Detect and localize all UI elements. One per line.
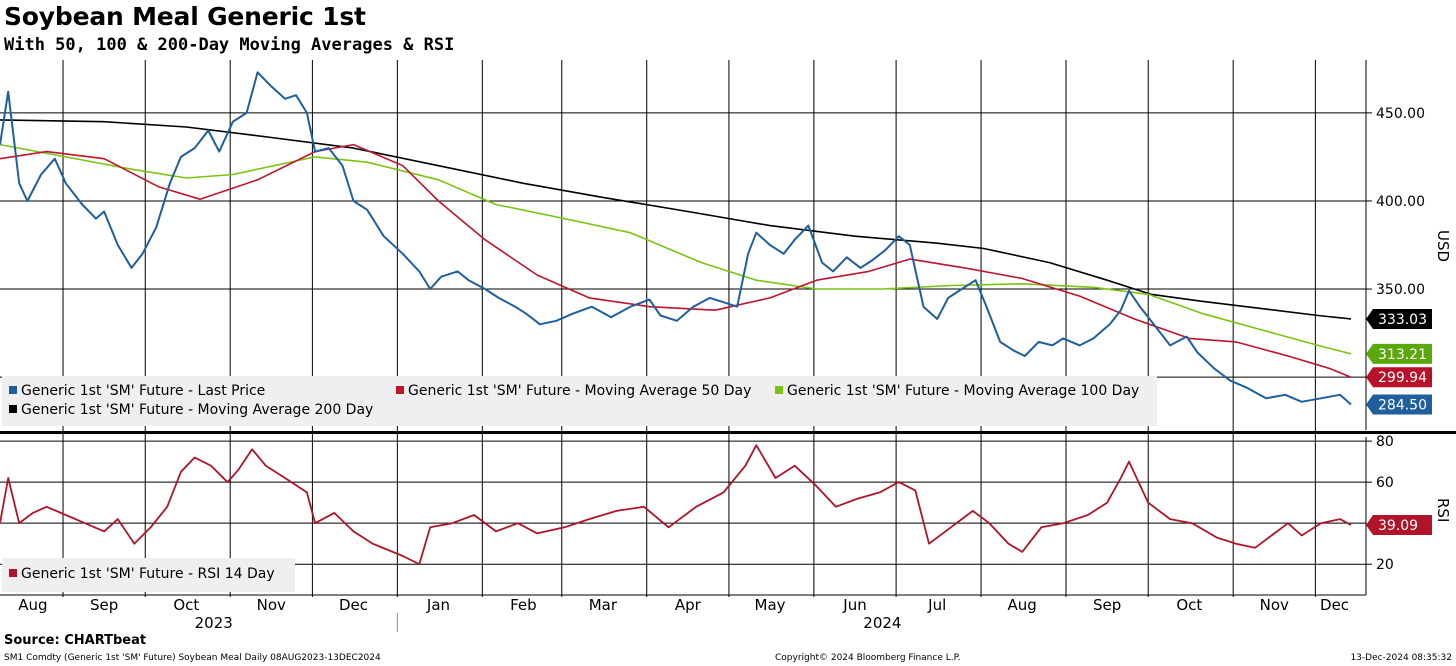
- panel-separator: [0, 431, 1456, 434]
- last-value-tag-last-price: 284.50: [1366, 394, 1432, 415]
- last-value-tag-last-price-text: 284.50: [1378, 397, 1427, 413]
- month-tick-label: Jan: [426, 596, 450, 614]
- legend-item-rsi: Generic 1st 'SM' Future - RSI 14 Day: [9, 566, 275, 582]
- legend-item-ma200: Generic 1st 'SM' Future - Moving Average…: [9, 402, 373, 418]
- price-tick-label: 450.00: [1376, 106, 1425, 122]
- month-tick-label: May: [755, 596, 786, 614]
- series-line-ma50: [0, 143, 1352, 378]
- legend-label-rsi: Generic 1st 'SM' Future - RSI 14 Day: [21, 566, 275, 582]
- month-tick-label: Jun: [842, 596, 866, 614]
- chart-subtitle: With 50, 100 & 200-Day Moving Averages &…: [4, 35, 455, 55]
- last-value-tag-last-price-bg: [1366, 394, 1432, 415]
- month-tick-label: Sep: [90, 596, 118, 614]
- month-tick-label: Mar: [589, 596, 618, 614]
- last-value-tag-ma200-text: 333.03: [1378, 312, 1427, 328]
- month-tick-label: Dec: [1320, 596, 1349, 614]
- last-value-tag-rsi-bg: [1366, 515, 1432, 536]
- last-value-tag-rsi: 39.09: [1366, 515, 1432, 536]
- legend-item-ma50: Generic 1st 'SM' Future - Moving Average…: [396, 383, 751, 399]
- price-axis-title: USD: [1434, 230, 1452, 262]
- rsi-tick-label: 80: [1376, 434, 1394, 450]
- last-value-tag-rsi-text: 39.09: [1378, 518, 1418, 534]
- legend-item-last-price: Generic 1st 'SM' Future - Last Price: [9, 383, 265, 399]
- month-tick-label: Oct: [173, 596, 199, 614]
- last-value-tag-ma200: 333.03: [1366, 308, 1432, 329]
- rsi-legend: Generic 1st 'SM' Future - RSI 14 Day: [2, 558, 295, 592]
- last-value-tag-ma100: 313.21: [1366, 343, 1432, 364]
- last-value-tag-ma50: 299.94: [1366, 367, 1432, 388]
- chart-title: Soybean Meal Generic 1st: [4, 2, 366, 31]
- month-tick-label: Aug: [18, 596, 47, 614]
- rsi-tick-label: 60: [1376, 475, 1394, 491]
- last-value-tag-ma100-bg: [1366, 343, 1432, 364]
- legend-swatch-last-price: [9, 386, 17, 394]
- month-tick-label: Dec: [339, 596, 368, 614]
- month-tick-label: Aug: [1008, 596, 1037, 614]
- month-tick-label: Jul: [927, 596, 946, 614]
- price-legend: Generic 1st 'SM' Future - Last Price Gen…: [2, 376, 1157, 426]
- footer-description: SM1 Comdty (Generic 1st 'SM' Future) Soy…: [4, 653, 381, 663]
- source-label: Source: CHARTbeat: [4, 633, 147, 648]
- month-tick-label: Feb: [510, 596, 537, 614]
- series-line-rsi: [0, 444, 1352, 566]
- year-tick-label: 2023: [195, 614, 233, 632]
- legend-label-last-price: Generic 1st 'SM' Future - Last Price: [21, 383, 266, 399]
- year-tick-label: 2024: [863, 614, 901, 632]
- rsi-tick-label: 20: [1376, 557, 1394, 573]
- last-value-tag-ma50-text: 299.94: [1378, 370, 1427, 386]
- month-tick-label: Oct: [1176, 596, 1202, 614]
- price-tick-label: 400.00: [1376, 194, 1425, 210]
- series-line-ma200: [0, 119, 1352, 320]
- legend-label-ma200: Generic 1st 'SM' Future - Moving Average…: [21, 402, 374, 418]
- series-line-last-price: [0, 71, 1352, 406]
- month-tick-label: Nov: [257, 596, 286, 614]
- rsi-axis-title: RSI: [1434, 498, 1452, 522]
- legend-swatch-ma100: [775, 386, 783, 394]
- month-tick-label: Nov: [1260, 596, 1289, 614]
- legend-item-ma100: Generic 1st 'SM' Future - Moving Average…: [775, 383, 1139, 399]
- footer-timestamp: 13-Dec-2024 08:35:32: [1350, 653, 1452, 663]
- last-value-tag-ma50-bg: [1366, 367, 1432, 388]
- month-tick-label: Apr: [675, 596, 702, 614]
- last-value-tag-ma200-bg: [1366, 308, 1432, 329]
- price-tick-label: 350.00: [1376, 282, 1425, 298]
- legend-label-ma100: Generic 1st 'SM' Future - Moving Average…: [787, 383, 1140, 399]
- footer-copyright: Copyright© 2024 Bloomberg Finance L.P.: [775, 653, 961, 663]
- legend-swatch-ma50: [396, 386, 404, 394]
- legend-swatch-rsi: [9, 569, 17, 577]
- series-line-ma100: [0, 143, 1352, 355]
- legend-swatch-ma200: [9, 405, 17, 413]
- legend-label-ma50: Generic 1st 'SM' Future - Moving Average…: [408, 383, 752, 399]
- month-tick-label: Sep: [1093, 596, 1121, 614]
- last-value-tag-ma100-text: 313.21: [1378, 347, 1427, 363]
